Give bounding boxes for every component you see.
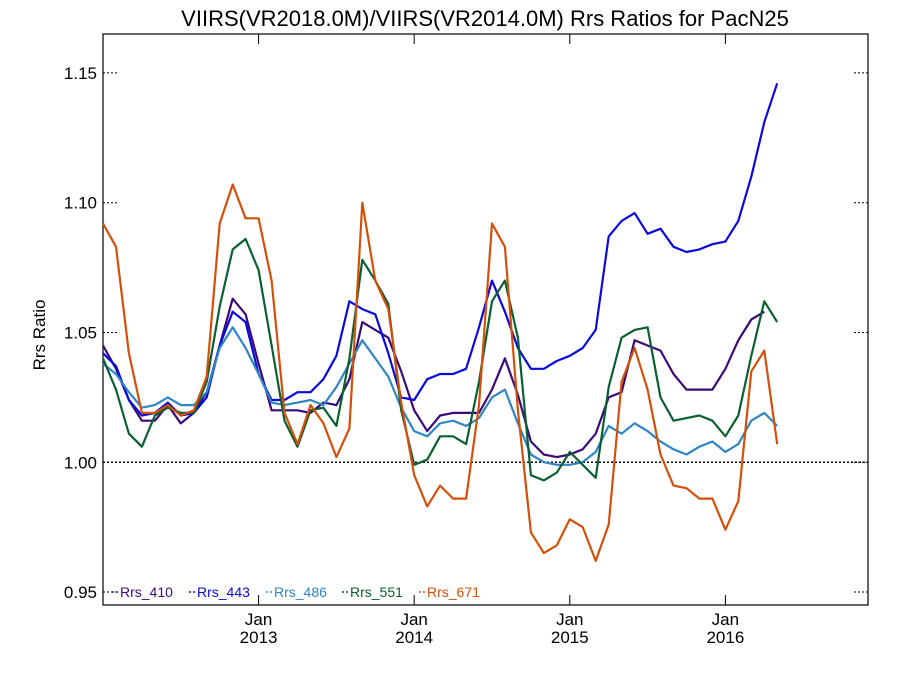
legend-label: Rrs_551 xyxy=(350,584,403,600)
legend-label: Rrs_671 xyxy=(427,584,480,600)
y-tick-label: 1.05 xyxy=(64,323,97,342)
series-line-rrs-410 xyxy=(102,297,765,459)
plot-area xyxy=(102,33,869,606)
y-tick-label: 0.95 xyxy=(64,583,97,602)
x-tick-month: Jan xyxy=(712,610,739,629)
y-tick-label: 1.10 xyxy=(64,194,97,213)
legend-label: Rrs_410 xyxy=(120,584,173,600)
y-axis-ticks: 0.95 1.00 1.05 1.10 1.15 xyxy=(64,64,868,602)
legend-label: Rrs_443 xyxy=(197,584,250,600)
x-tick-month: Jan xyxy=(556,610,583,629)
y-tick-label: 1.00 xyxy=(64,453,97,472)
plot-border xyxy=(102,33,869,606)
series-line-rrs-671 xyxy=(102,183,779,563)
x-tick-year: 2013 xyxy=(240,628,278,647)
x-tick-year: 2014 xyxy=(395,628,433,647)
legend: Rrs_410 Rrs_443 Rrs_486 Rrs_551 Rrs_671 xyxy=(112,584,480,600)
legend-label: Rrs_486 xyxy=(274,584,327,600)
series-line-rrs-551 xyxy=(101,237,779,482)
y-tick-label: 1.15 xyxy=(64,64,97,83)
series-line-rrs-443 xyxy=(102,82,779,417)
series-line-rrs-486 xyxy=(102,326,778,466)
y-axis-label: Rrs Ratio xyxy=(30,300,49,371)
chart-title: VIIRS(VR2018.0M)/VIIRS(VR2014.0M) Rrs Ra… xyxy=(181,6,789,31)
x-tick-month: Jan xyxy=(400,610,427,629)
x-tick-month: Jan xyxy=(245,610,272,629)
x-tick-year: 2016 xyxy=(706,628,744,647)
x-tick-year: 2015 xyxy=(551,628,589,647)
series-lines xyxy=(101,82,779,563)
